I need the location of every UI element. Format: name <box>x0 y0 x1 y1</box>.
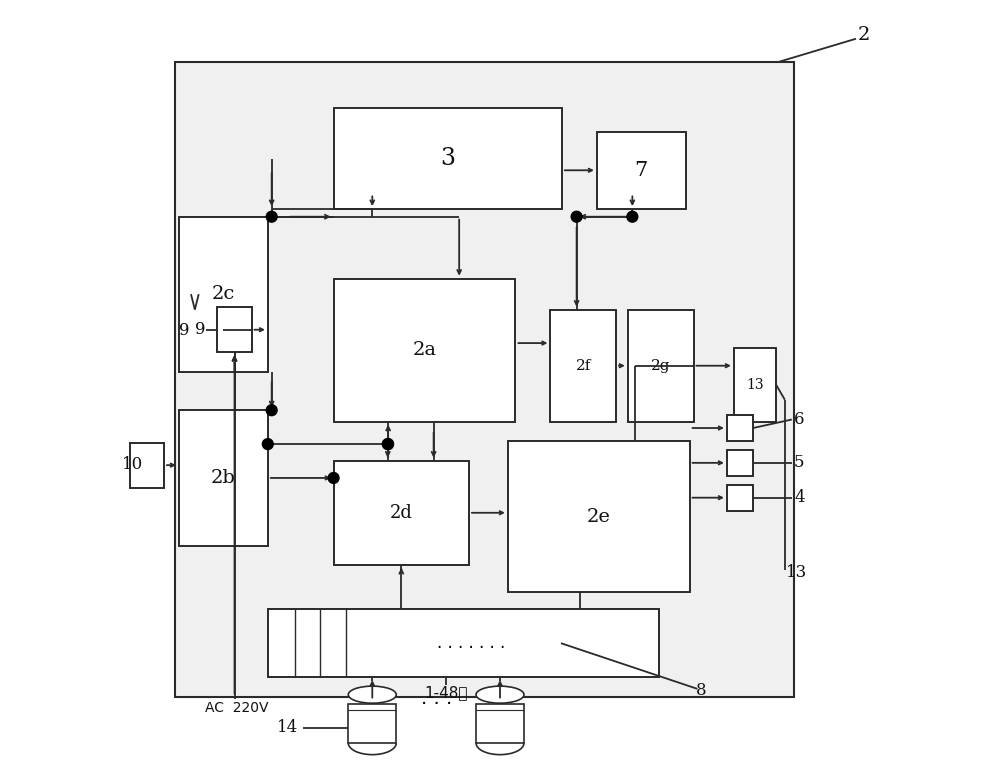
Text: 1-48路: 1-48路 <box>424 685 468 700</box>
Text: 6: 6 <box>794 411 805 428</box>
Text: 10: 10 <box>122 456 143 473</box>
Text: AC  220V: AC 220V <box>205 701 269 715</box>
Text: 5: 5 <box>794 454 805 471</box>
Text: 4: 4 <box>794 489 805 506</box>
Circle shape <box>571 211 582 222</box>
Bar <box>727 415 753 441</box>
Circle shape <box>266 211 277 222</box>
Text: 13: 13 <box>786 564 808 581</box>
Text: 2f: 2f <box>576 358 591 373</box>
Bar <box>179 217 268 372</box>
Bar <box>130 443 164 488</box>
Ellipse shape <box>476 686 524 703</box>
Bar <box>217 307 252 352</box>
Bar <box>734 348 776 422</box>
Circle shape <box>328 472 339 483</box>
Bar <box>727 450 753 476</box>
Ellipse shape <box>348 686 396 703</box>
Text: 3: 3 <box>440 147 455 170</box>
Text: 2d: 2d <box>390 504 413 522</box>
Bar <box>334 108 562 209</box>
Bar <box>550 310 616 422</box>
Bar <box>628 310 694 422</box>
Bar <box>348 704 396 743</box>
Text: 2: 2 <box>858 26 870 44</box>
Circle shape <box>383 439 394 450</box>
Bar <box>334 279 515 422</box>
Text: 2g: 2g <box>651 358 670 373</box>
Bar <box>476 704 524 743</box>
Bar <box>268 609 659 677</box>
Text: 2c: 2c <box>212 285 235 303</box>
Text: . . .: . . . <box>421 689 452 708</box>
Text: 2e: 2e <box>587 508 611 526</box>
Bar <box>727 485 753 511</box>
Circle shape <box>627 211 638 222</box>
Circle shape <box>262 439 273 450</box>
Text: . . . . . . .: . . . . . . . <box>437 634 505 652</box>
Text: 13: 13 <box>746 378 764 392</box>
Text: 14: 14 <box>277 719 298 736</box>
Bar <box>334 461 469 565</box>
Text: 2a: 2a <box>413 341 437 359</box>
Text: 8: 8 <box>696 682 707 699</box>
Text: 2b: 2b <box>211 469 236 487</box>
Circle shape <box>266 405 277 416</box>
Bar <box>597 132 686 209</box>
Bar <box>175 62 794 697</box>
Text: 9: 9 <box>179 322 189 339</box>
Text: 7: 7 <box>635 161 648 180</box>
Text: 9: 9 <box>195 321 206 338</box>
Bar <box>508 441 690 592</box>
Bar <box>179 410 268 546</box>
Circle shape <box>382 439 393 450</box>
